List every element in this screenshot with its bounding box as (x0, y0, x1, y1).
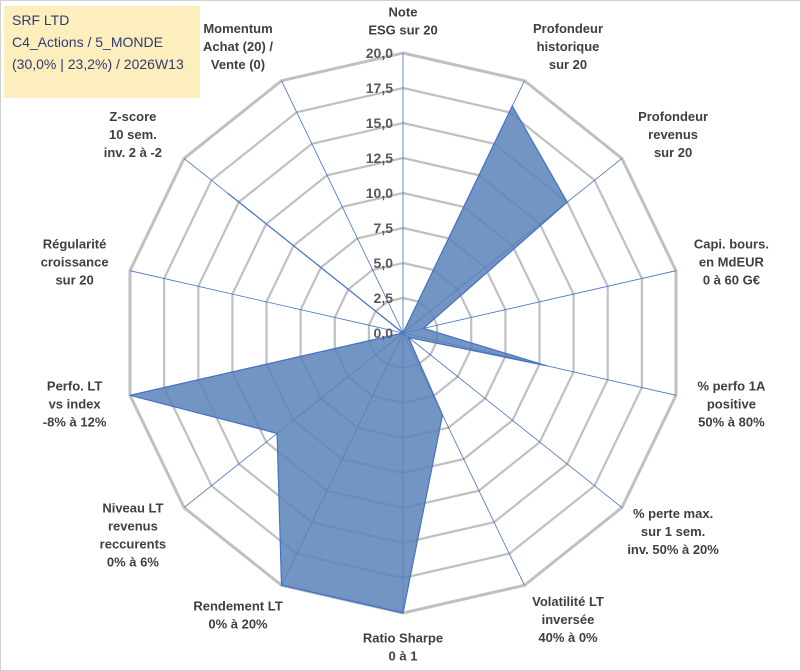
data-point-4 (545, 365, 547, 367)
series-layer (129, 104, 568, 614)
category-label: C4_Actions / 5_MONDE (12, 34, 163, 50)
spoke-3 (402, 270, 677, 334)
data-point-12 (227, 192, 229, 194)
data-point-9 (276, 432, 278, 434)
tick-layer: 0,0 2,5 5,0 7,5 10,0 12,5 15,0 17,5 20,0 (366, 45, 393, 341)
data-point-2 (566, 201, 568, 203)
axis-label-4: % perfo 1A positive 50% à 80% (697, 378, 766, 429)
spoke-11 (129, 270, 404, 334)
data-point-10 (129, 394, 131, 396)
data-point-5 (408, 336, 409, 338)
axis-label-9: Niveau LT revenus reccurents 0% à 6% (100, 500, 166, 569)
company-name: SRF LTD (12, 12, 70, 28)
axis-label-2: Profondeur revenus sur 20 (638, 109, 708, 160)
data-point-8 (281, 584, 282, 586)
axis-label-7: Ratio Sharpe 0 à 1 (363, 631, 443, 664)
tick-label: 20,0 (366, 45, 393, 61)
axis-label-12: Z-score 10 sem. inv. 2 à -2 (104, 109, 162, 160)
data-point-13 (402, 332, 404, 334)
tick-label: 17,5 (366, 80, 393, 96)
axis-label-0: Note ESG sur 20 (368, 5, 437, 38)
axis-label-8: Rendement LT 0% à 20% (193, 598, 282, 631)
tick-label: 2,5 (374, 290, 394, 306)
series-area-0 (129, 104, 568, 614)
data-point-7 (402, 612, 404, 614)
info-box: SRF LTD C4_Actions / 5_MONDE (30,0% | 23… (4, 6, 200, 98)
axis-label-1: Profondeur historique sur 20 (533, 21, 603, 72)
spoke-13 (281, 80, 404, 334)
data-point-1 (511, 105, 513, 107)
tick-label: 7,5 (374, 220, 394, 236)
axis-label-11: Régularité croissance sur 20 (41, 237, 109, 288)
label-layer: Note ESG sur 20 Profondeur historique sur 20… (41, 5, 769, 664)
axis-label-5: % perte max. sur 1 sem. inv. 50% à 20% (627, 506, 719, 557)
axis-label-10: Perfo. LT vs index -8% à 12% (43, 378, 107, 429)
axis-label-13: Momentum Achat (20) / Vente (0) (203, 21, 273, 72)
axis-label-6: Volatilité LT inversée 40% à 0% (532, 594, 604, 645)
spoke-5 (402, 332, 623, 508)
axis-label-3: Capi. bours. en MdEUR 0 à 60 G€ (694, 237, 769, 288)
stats-label: (30,0% | 23,2%) / 2026W13 (12, 56, 184, 72)
data-point-6 (442, 414, 443, 416)
tick-label: 15,0 (366, 115, 393, 131)
tick-label: 12,5 (366, 150, 393, 166)
tick-label: 10,0 (366, 185, 393, 201)
tick-label: 5,0 (374, 255, 394, 271)
tick-label: 0,0 (374, 325, 394, 341)
data-point-3 (423, 327, 424, 329)
